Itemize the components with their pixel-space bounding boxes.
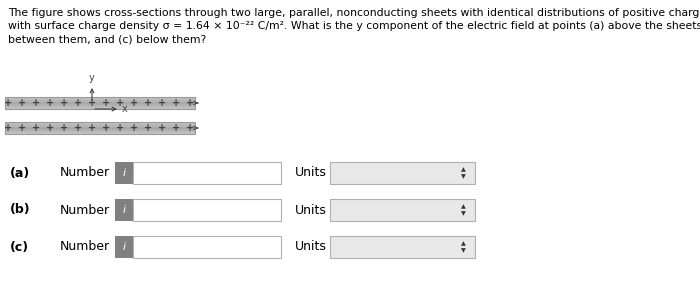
Bar [5, 133, 195, 134]
Text: +: + [60, 98, 68, 108]
Text: +: + [32, 123, 40, 133]
Text: Units: Units [295, 240, 327, 253]
Text: +: + [4, 123, 12, 133]
Text: Number: Number [60, 240, 110, 253]
Text: ▲: ▲ [461, 168, 466, 173]
Text: ▲: ▲ [461, 242, 466, 247]
Bar [330, 199, 475, 221]
Text: i: i [122, 205, 125, 215]
Bar [5, 131, 195, 132]
Text: +: + [102, 98, 110, 108]
Bar [5, 127, 195, 128]
Text: +: + [172, 123, 180, 133]
Bar [5, 101, 195, 102]
Text: (c): (c) [10, 240, 29, 253]
Text: Number: Number [60, 166, 110, 179]
Bar [5, 102, 195, 103]
Text: +: + [102, 123, 110, 133]
Text: Number: Number [60, 204, 110, 217]
Text: +: + [186, 123, 194, 133]
Text: +: + [4, 98, 12, 108]
Bar [5, 97, 195, 109]
Text: +: + [60, 123, 68, 133]
Text: +: + [88, 98, 96, 108]
Text: The figure shows cross-sections through two large, parallel, nonconducting sheet: The figure shows cross-sections through … [8, 8, 700, 18]
Text: ▼: ▼ [461, 248, 466, 253]
Bar [5, 128, 195, 129]
Bar [5, 99, 195, 100]
Bar [5, 122, 195, 123]
Text: x: x [122, 104, 127, 114]
Text: +: + [18, 123, 26, 133]
Text: +: + [144, 123, 152, 133]
Bar [5, 129, 195, 130]
Text: Units: Units [295, 204, 327, 217]
Bar [5, 123, 195, 124]
Text: i: i [122, 242, 125, 252]
Bar [5, 124, 195, 125]
Bar [115, 236, 133, 258]
Text: (a): (a) [10, 166, 30, 179]
Text: +: + [74, 123, 82, 133]
Bar [115, 199, 133, 221]
Text: ▲: ▲ [461, 204, 466, 209]
Text: +: + [46, 123, 54, 133]
Text: Units: Units [295, 166, 327, 179]
Text: +: + [158, 98, 166, 108]
Text: +: + [144, 98, 152, 108]
Bar [133, 236, 281, 258]
Text: +: + [158, 123, 166, 133]
Bar [5, 132, 195, 133]
Text: y: y [89, 73, 95, 83]
Text: +: + [74, 98, 82, 108]
Text: +: + [186, 98, 194, 108]
Bar [5, 125, 195, 126]
Bar [5, 106, 195, 107]
Bar [5, 100, 195, 101]
Text: +: + [172, 98, 180, 108]
Bar [5, 97, 195, 98]
Bar [5, 107, 195, 108]
Bar [5, 130, 195, 131]
Text: ▼: ▼ [461, 175, 466, 179]
Bar [115, 162, 133, 184]
Bar [5, 122, 195, 134]
Text: (b): (b) [10, 204, 31, 217]
Text: +: + [116, 98, 124, 108]
Bar [5, 108, 195, 109]
Text: +: + [88, 123, 96, 133]
Text: with surface charge density σ = 1.64 × 10⁻²² C/m². What is the y component of th: with surface charge density σ = 1.64 × 1… [8, 21, 700, 31]
Text: between them, and (c) below them?: between them, and (c) below them? [8, 34, 206, 44]
Bar [330, 162, 475, 184]
Text: ▼: ▼ [461, 212, 466, 217]
Bar [5, 126, 195, 127]
Text: +: + [32, 98, 40, 108]
Text: +: + [130, 98, 138, 108]
Text: i: i [122, 168, 125, 178]
Bar [5, 105, 195, 106]
Text: +: + [18, 98, 26, 108]
Text: +: + [130, 123, 138, 133]
Text: +: + [46, 98, 54, 108]
Bar [133, 199, 281, 221]
Bar [330, 236, 475, 258]
Bar [5, 104, 195, 105]
Bar [133, 162, 281, 184]
Text: +: + [116, 123, 124, 133]
Bar [5, 103, 195, 104]
Bar [5, 98, 195, 99]
